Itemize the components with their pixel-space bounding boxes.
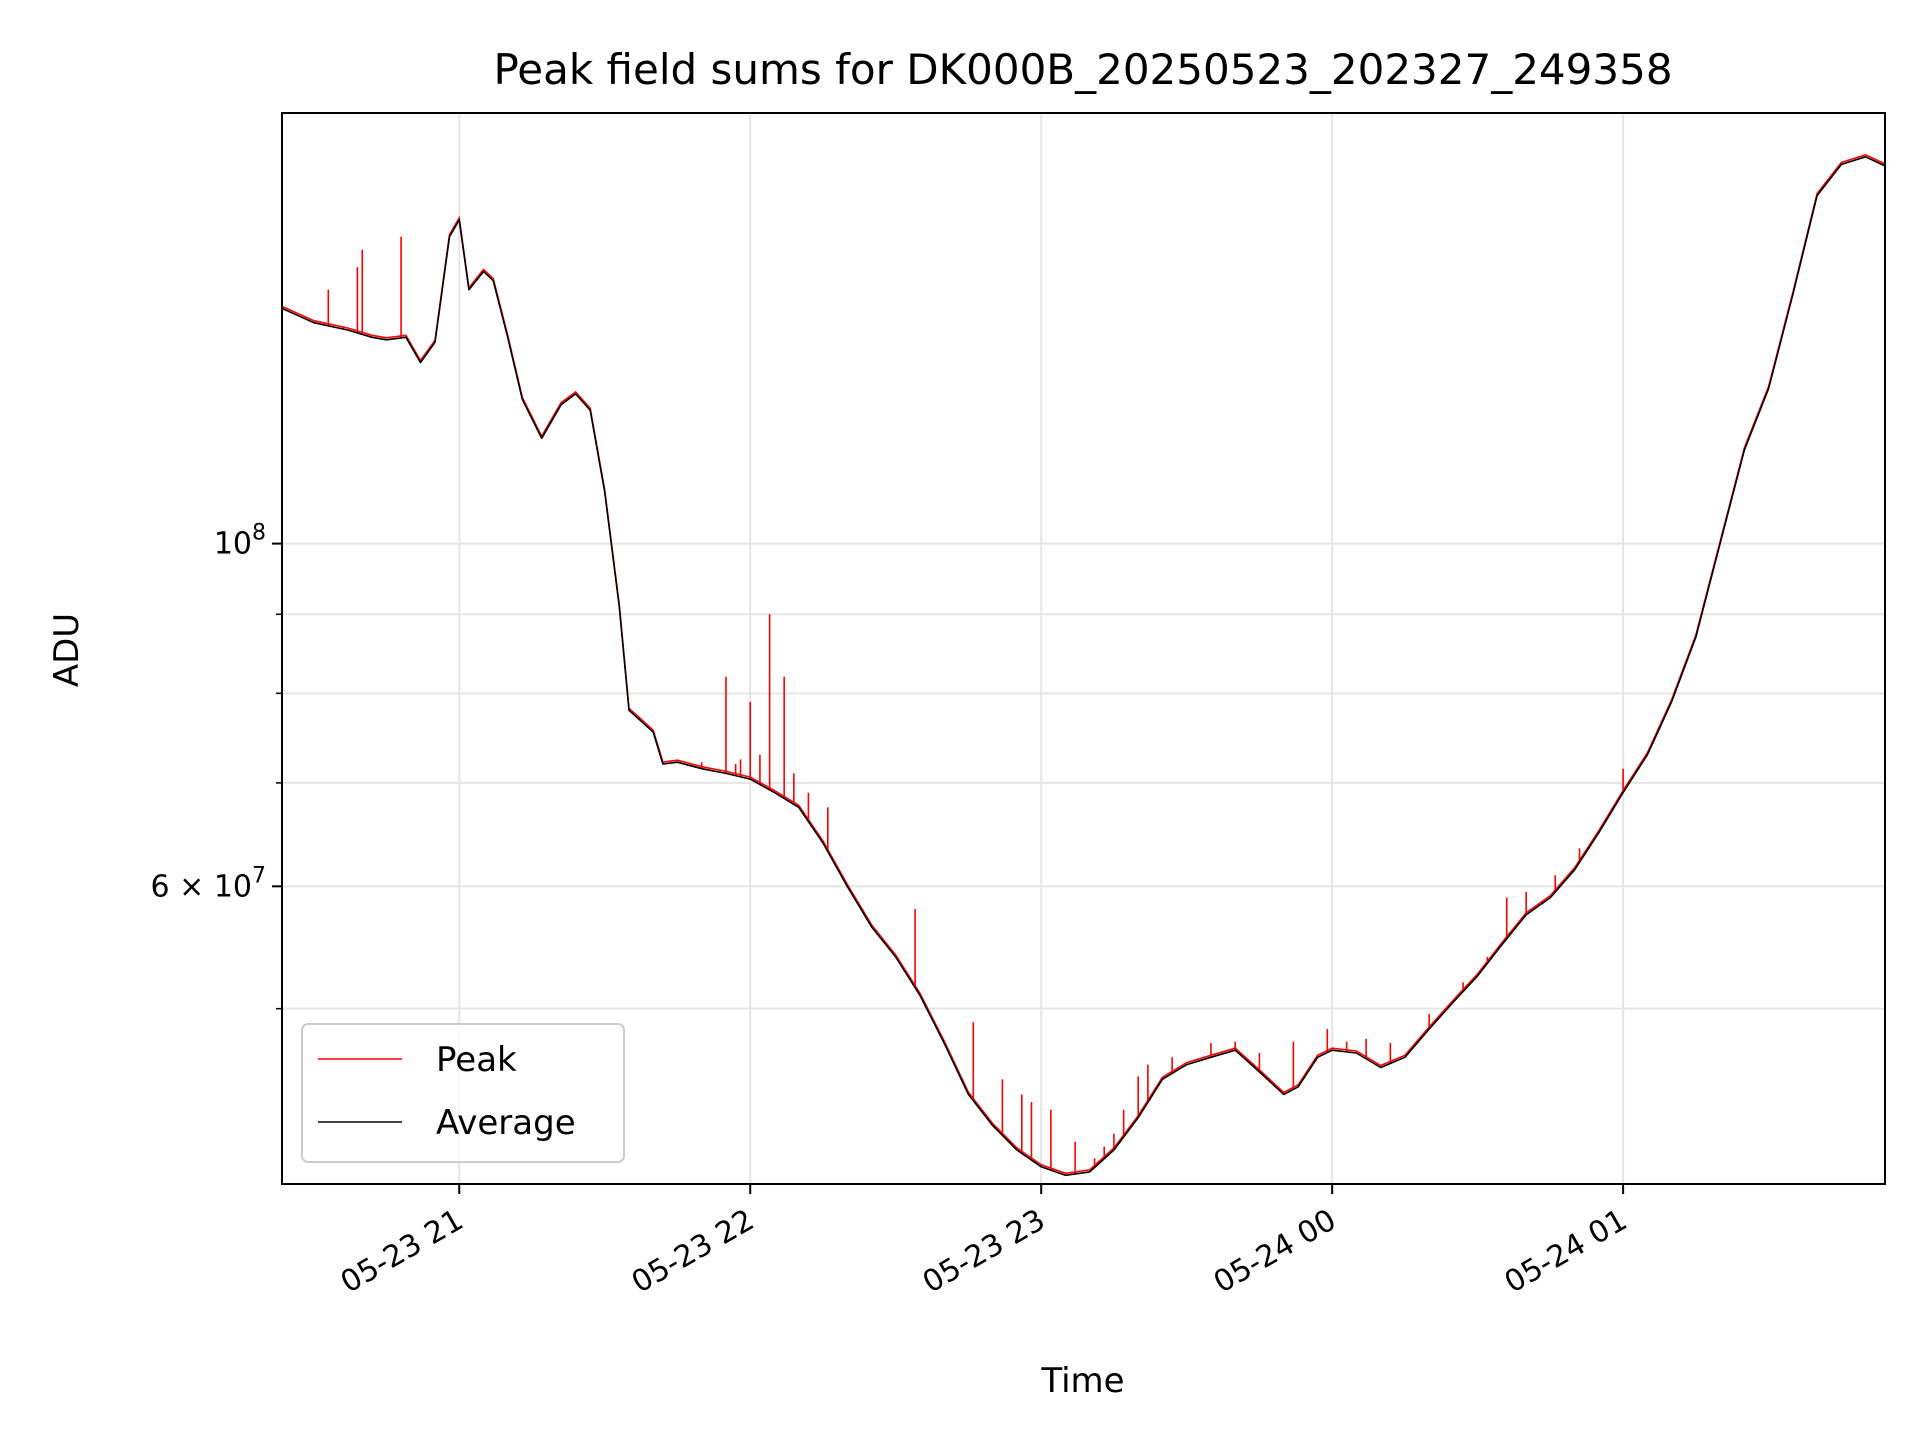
x-axis-title: Time xyxy=(1040,1361,1124,1401)
y-axis-ticks: 108 6 × 107 xyxy=(151,521,282,1010)
chart-title: Peak field sums for DK000B_20250523_2023… xyxy=(493,45,1672,94)
series-layer xyxy=(282,153,1885,1177)
legend-average-label: Average xyxy=(436,1103,576,1143)
legend-peak-label: Peak xyxy=(436,1040,517,1080)
average-series-line xyxy=(282,156,1885,1177)
y-tick-label: 6 × 107 xyxy=(151,863,266,904)
y-tick-label: 108 xyxy=(214,521,266,562)
plot-area xyxy=(282,153,1885,1177)
plot-frame xyxy=(281,112,1886,1185)
grid xyxy=(282,113,1885,1184)
legend: Peak Average xyxy=(301,1023,625,1163)
y-axis-title: ADU xyxy=(47,613,87,687)
